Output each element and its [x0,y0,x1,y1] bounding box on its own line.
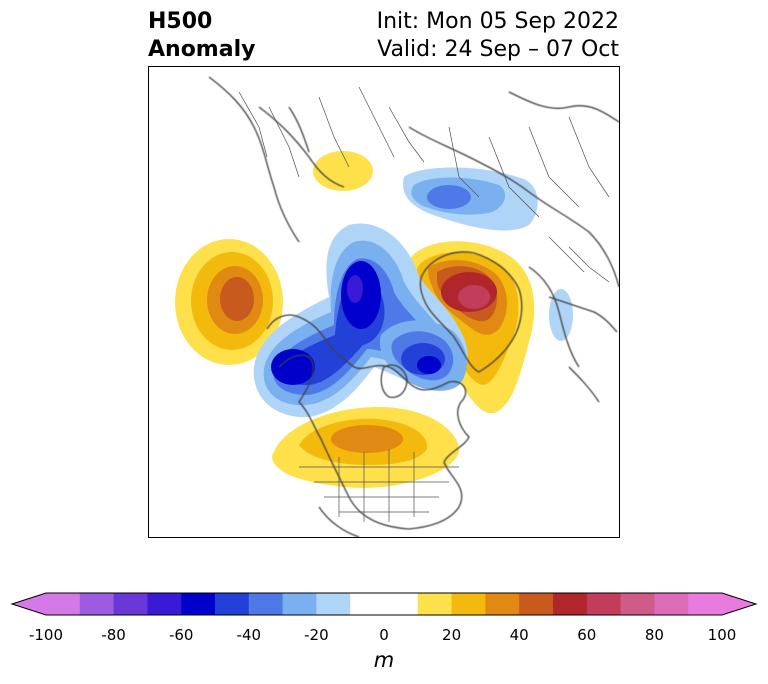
colorbar-segment [316,593,351,615]
country-borders [238,86,610,522]
colorbar-segment [485,593,520,615]
colorbar-tick-label: 0 [379,626,389,644]
anomaly-center-russia-trough [403,167,538,231]
colorbar-tick-label: -60 [168,626,194,644]
colorbar-segment [79,593,115,615]
colorbar-segments [46,593,723,615]
init-time: Init: Mon 05 Sep 2022 [376,9,619,34]
colorbar-segment [215,593,250,615]
coastlines [208,76,619,537]
colorbar-over-extension [722,593,756,615]
colorbar-segment [181,593,216,615]
colorbar-tick-label: 20 [442,626,462,644]
colorbar-segment [282,593,317,615]
colorbar-segment [350,593,419,615]
anomaly-center-alaska-ridge [175,239,283,365]
colorbar-segment [688,593,723,615]
colorbar-tick-label: -100 [28,626,64,644]
colorbar-under-extension [12,593,46,615]
colorbar-segment [553,593,588,615]
colorbar-tick-label: -20 [304,626,329,644]
anomaly-center-eastern-us-ridge [272,407,460,488]
colorbar-tick-label: 80 [644,626,664,644]
valid-period: Valid: 24 Sep – 07 Oct [377,37,619,62]
colorbar-tick-label: 100 [707,626,737,644]
colorbar-segment [654,593,689,615]
colorbar-tick-label: 40 [509,626,529,644]
colorbar-tick-label: -80 [101,626,126,644]
colorbar-segment [451,593,486,615]
variable-type: Anomaly [148,37,256,62]
colorbar-segment [248,593,284,615]
anomaly-center-greenland-ridge [404,241,535,414]
anomaly-center-atlantic-trough [549,289,573,341]
colorbar-segment [46,593,81,615]
colorbar-unit: m [373,648,395,672]
colorbar-segment [586,593,622,615]
colorbar-outline [10,592,758,616]
anomaly-center-hudson-trough [379,320,467,391]
anomaly-map [175,76,619,537]
colorbar-segment [417,593,453,615]
forecast-time-info: Init: Mon 05 Sep 2022 Valid: 24 Sep – 07… [377,8,619,64]
map-title: H500 Anomaly [148,8,255,64]
map-panel [148,66,620,538]
colorbar-segment [620,593,655,615]
anomaly-center-arctic-ridge [313,151,373,191]
colorbar-tick-label: 60 [577,626,597,644]
colorbar-segment [147,593,182,615]
colorbar [10,592,758,616]
colorbar-tick-label: -40 [236,626,262,644]
colorbar-segment [113,593,148,615]
colorbar-segment [519,593,554,615]
variable-name: H500 [148,9,213,34]
